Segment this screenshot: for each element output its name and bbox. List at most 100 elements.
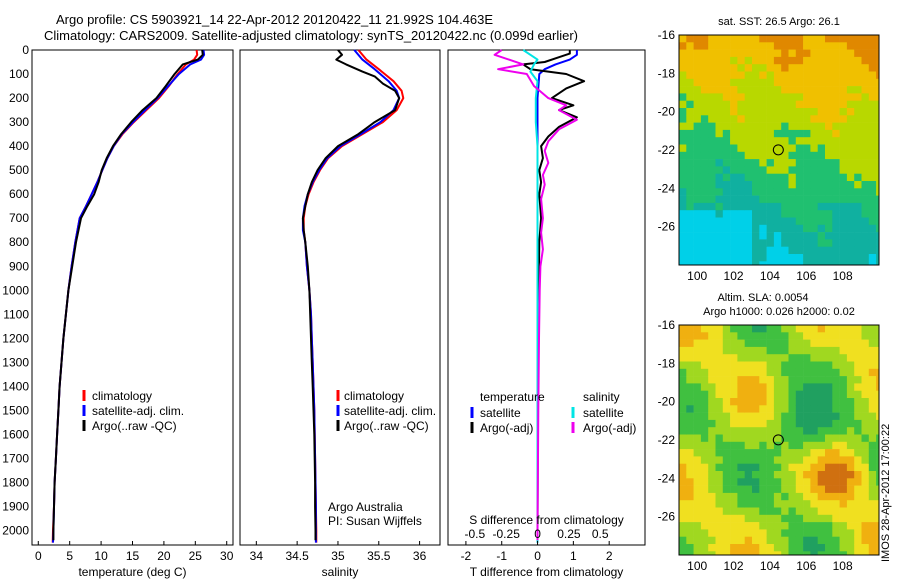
sst-cell	[715, 129, 724, 138]
sst-cell	[846, 49, 855, 58]
sla-cell	[839, 507, 848, 516]
sla-cell	[817, 361, 826, 370]
sla-cell	[700, 405, 709, 413]
sst-cell	[752, 254, 760, 262]
sla-cell	[752, 325, 760, 333]
sst-cell	[759, 122, 767, 131]
sla-cell	[854, 405, 862, 413]
sst-cell	[715, 144, 724, 153]
sst-cell	[766, 115, 775, 123]
sst-cell	[781, 202, 789, 211]
sst-cell	[700, 181, 709, 189]
sst-cell	[679, 195, 687, 204]
sst-cell	[832, 42, 840, 50]
tdiff-axis-label: T difference from climatology	[470, 565, 624, 579]
sst-cell	[744, 181, 753, 189]
sla-cell	[752, 449, 760, 457]
sla-cell	[781, 492, 789, 501]
sst-cell	[854, 71, 862, 80]
sst-cell	[686, 159, 694, 167]
sst-cell	[766, 261, 775, 266]
sla-cell	[773, 463, 782, 472]
sst-cell	[693, 188, 702, 196]
sst-cell	[846, 188, 855, 196]
sst-cell	[715, 115, 724, 123]
sla-cell	[693, 529, 702, 537]
sla-cell	[744, 500, 753, 508]
temperature-tick-label: 15	[126, 549, 140, 563]
sla-cell	[752, 536, 760, 545]
sst-cell	[773, 181, 782, 189]
salinity-panel	[239, 49, 441, 546]
sla-cell	[846, 405, 855, 413]
sst-cell	[825, 254, 833, 262]
sst-cell	[730, 232, 738, 240]
sla-cell	[839, 354, 848, 362]
sla-lon-label: 104	[760, 559, 780, 573]
sst-cell	[759, 108, 767, 116]
sst-cell	[715, 35, 724, 43]
sla-cell	[766, 339, 775, 348]
sla-cell	[781, 514, 789, 523]
sst-cell	[744, 210, 753, 218]
sla-cell	[744, 346, 753, 355]
sst-cell	[766, 254, 775, 262]
sst-cell	[803, 224, 811, 233]
sla-cell	[766, 514, 775, 523]
sla-cell	[686, 544, 694, 552]
sla-cell	[876, 441, 880, 450]
sst-cell	[825, 224, 833, 233]
sla-cell	[737, 325, 745, 333]
sla-cell	[825, 325, 833, 333]
sla-cell	[788, 536, 797, 545]
sst-cell	[679, 129, 687, 138]
sla-cell	[679, 551, 687, 556]
sla-cell	[752, 398, 760, 406]
sla-cell	[679, 412, 687, 421]
sla-cell	[766, 325, 775, 333]
sst-cell	[752, 224, 760, 233]
sst-cell	[781, 232, 789, 240]
sst-cell	[752, 56, 760, 65]
sst-cell	[832, 64, 840, 72]
sla-cell	[737, 471, 745, 479]
sla-cell	[744, 456, 753, 464]
sla-cell	[715, 456, 724, 464]
sst-cell	[846, 42, 855, 50]
sla-cell	[773, 529, 782, 537]
sst-cell	[708, 261, 716, 266]
sla-cell	[715, 427, 724, 435]
sla-cell	[839, 339, 848, 348]
depth-tick-label: 1000	[2, 283, 29, 297]
sst-cell	[708, 254, 716, 262]
sla-cell	[810, 398, 818, 406]
sst-cell	[773, 100, 782, 109]
sst-cell	[846, 246, 855, 255]
sla-cell	[788, 419, 797, 428]
sla-cell	[803, 507, 811, 516]
sla-cell	[861, 441, 870, 450]
sla-cell	[759, 390, 767, 399]
sla-cell	[752, 383, 760, 391]
sla-cell	[679, 522, 687, 530]
sla-cell	[744, 325, 753, 333]
sla-cell	[795, 346, 804, 355]
sla-cell	[679, 507, 687, 516]
tdiff-tick-label: -1	[496, 549, 507, 563]
sst-cell	[708, 71, 716, 80]
sla-cell	[773, 449, 782, 457]
sst-cell	[803, 64, 811, 72]
sla-cell	[846, 463, 855, 472]
sla-cell	[803, 544, 811, 552]
sst-cell	[795, 100, 804, 109]
sla-cell	[722, 500, 731, 508]
sst-cell	[700, 232, 709, 240]
sla-cell	[825, 522, 833, 530]
sla-cell	[803, 412, 811, 421]
sst-cell	[781, 115, 789, 123]
sla-cell	[730, 544, 738, 552]
sla-cell	[744, 361, 753, 370]
sla-cell	[810, 449, 818, 457]
sst-cell	[693, 166, 702, 174]
sla-cell	[861, 339, 870, 348]
